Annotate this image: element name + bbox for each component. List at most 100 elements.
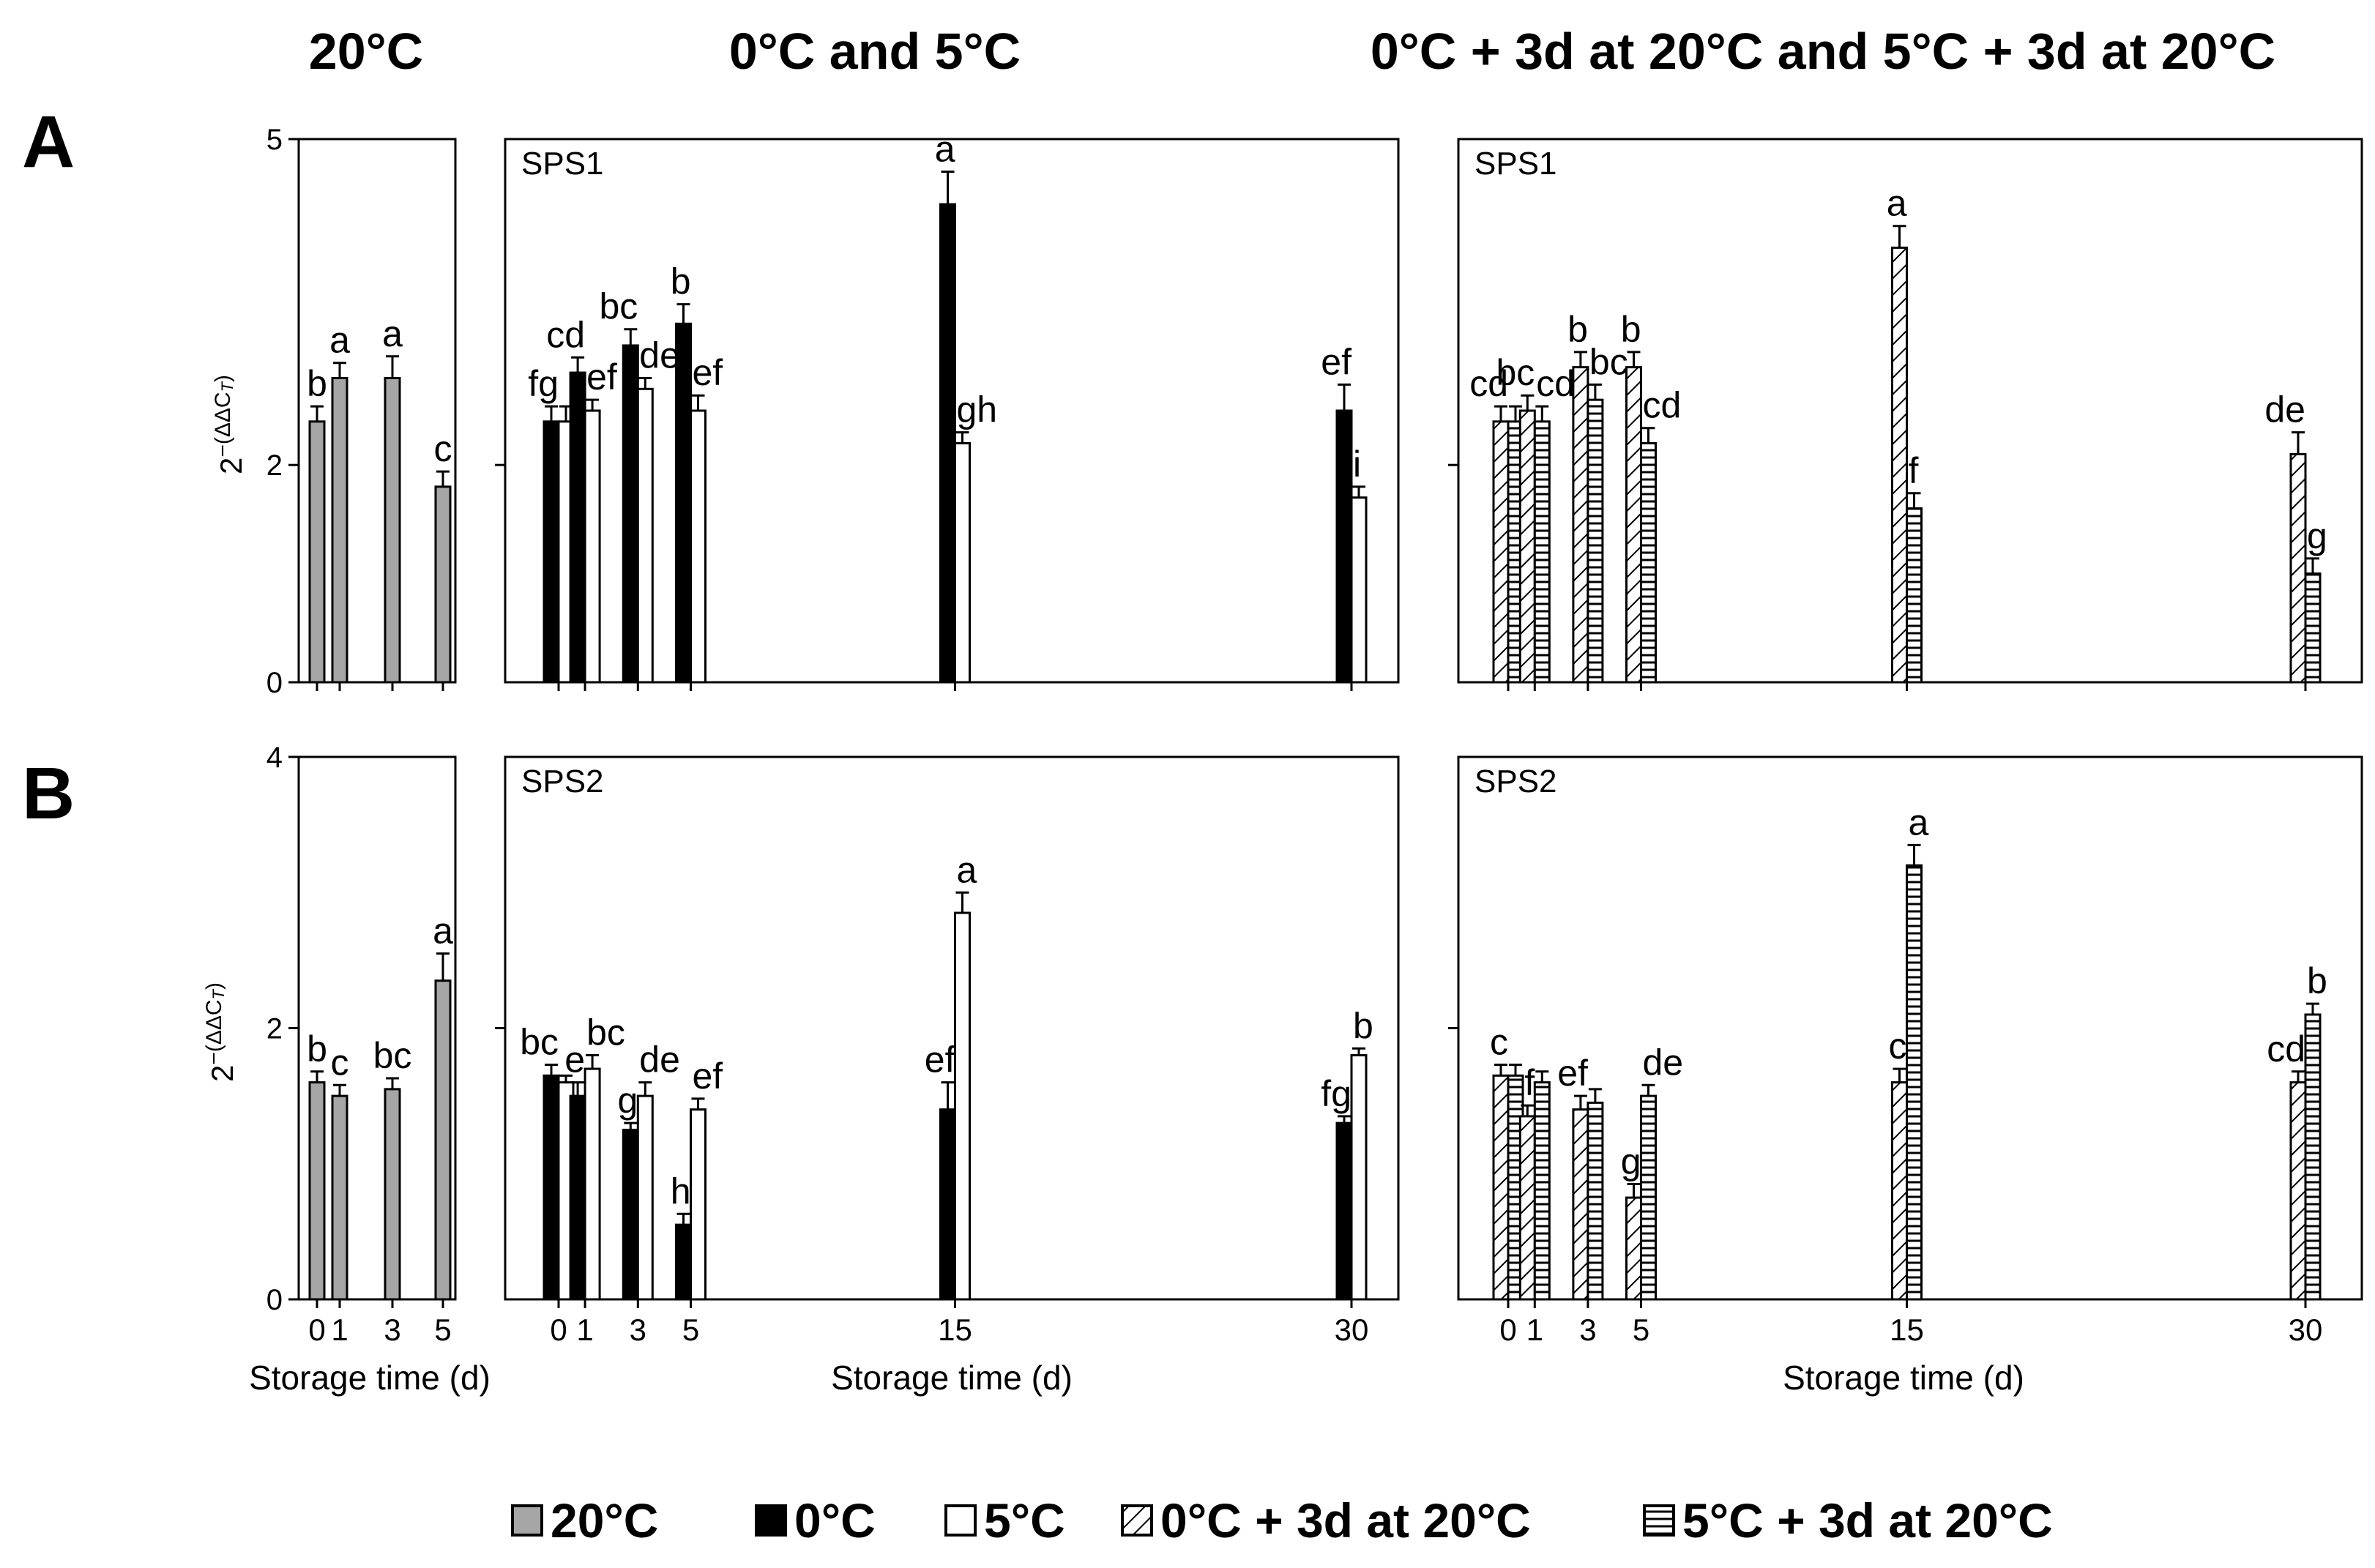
bar-0c-day-3 [622,344,639,684]
bar-0c-day-1 [569,371,586,684]
column-header-20c: 20°C [309,23,423,80]
x-tick-label: 1 [1526,1313,1543,1347]
bar-0c3d-day-30 [2289,452,2307,684]
bar-5c3d-day-15 [1906,507,1923,684]
bar-0c3d-day-30 [2289,1081,2307,1301]
x-axis-label-col3: Storage time (d) [1783,1359,2024,1397]
panel-b-col3: SPS2 0 c 1 f 3 ef 5 g de 15 c a 30 cdb [1448,755,2363,1347]
significance-letter: bc [373,1035,412,1076]
significance-letter: cd [1536,363,1575,404]
bar-0c3d-day-15 [1891,1081,1908,1301]
bar-0c3d-day-0 [1492,1074,1510,1301]
y-axis-label-b: 2−(ΔΔCT) [202,982,240,1082]
significance-letter: f [1524,1062,1535,1103]
significance-letter: b [1621,309,1641,350]
bar-5c3d-day-15 [1906,864,1923,1301]
significance-letter: b [2307,960,2327,1001]
bar-5c3d-day-1 [1533,420,1551,684]
bar-5c-day-30 [1350,496,1368,684]
significance-letter: a [382,313,403,354]
significance-letter: cd [1469,363,1508,404]
significance-letter: de [2264,389,2305,430]
y-tick-label: 2 [266,449,283,482]
legend-label-20c: 20°C [551,1493,658,1548]
bar-0c3d-day-1 [1518,1115,1536,1301]
bar-0c3d-day-1 [1518,409,1536,684]
x-tick-label: 0 [1499,1313,1516,1347]
gene-label: SPS2 [521,764,604,799]
significance-letter: a [935,129,955,170]
x-tick-label: 1 [576,1313,593,1347]
bar-20c-day-5 [434,979,452,1301]
x-tick-label: 30 [1335,1313,1369,1347]
significance-letter: ef [693,1056,723,1097]
significance-letter: a [1909,802,1929,843]
y-tick-label: 5 [266,124,283,156]
x-tick-label: 3 [630,1313,646,1347]
plot-frame [297,138,457,684]
panel-b-col1: 0 2 4 0 b 1 c 3 bc 5 a [266,742,457,1347]
significance-letter: a [1887,183,1907,224]
significance-letter: ef [925,1039,955,1080]
row-label-b: B [22,753,75,835]
x-axis-label-col2: Storage time (d) [831,1359,1073,1397]
column-header-recovery: 0°C + 3d at 20°C and 5°C + 3d at 20°C [1371,23,2275,80]
bar-5c3d-day-3 [1587,398,1604,684]
x-tick-label: 15 [938,1313,972,1347]
bar-0c3d-day-5 [1625,1196,1642,1301]
significance-letter: a [433,911,453,952]
legend-label-5c: 5°C [984,1493,1065,1548]
bar-20c-day-5 [434,485,452,684]
bar-0c3d-day-0 [1492,420,1510,684]
significance-letter: f [1909,450,1919,491]
bar-20c-day-1 [331,1094,348,1301]
legend-swatch-0c-3d [1121,1504,1153,1537]
bar-0c3d-day-15 [1891,246,1908,684]
significance-letter: fg [1321,1073,1351,1114]
x-tick-label: 15 [1890,1313,1924,1347]
bar-5c-day-3 [636,387,654,684]
bar-0c-day-5 [675,1223,692,1301]
bar-5c3d-day-3 [1587,1101,1604,1301]
bar-20c-day-0 [308,420,326,684]
bar-5c3d-day-1 [1533,1081,1551,1301]
significance-letter: g [617,1080,638,1121]
significance-letter: bc [1589,341,1628,382]
legend-label-0c-3d: 0°C + 3d at 20°C [1160,1493,1531,1548]
x-tick-label: 5 [1633,1313,1649,1347]
bar-0c-day-3 [622,1128,639,1301]
bar-5c3d-day-30 [2304,1013,2322,1301]
bar-20c-day-3 [384,1088,401,1301]
significance-letter: fg [528,363,559,404]
legend-swatch-5c-3d [1643,1504,1675,1537]
legend-swatch-5c [944,1504,977,1537]
significance-letter: c [1490,1022,1508,1063]
significance-letter: c [331,1042,349,1083]
panel-b-col2: SPS2 0 bc 1 ebc 3 gde 5 h ef 15 ef a 30 fgb [495,755,1400,1347]
x-tick-label: 0 [308,1313,325,1347]
gene-label: SPS2 [1474,764,1557,799]
bar-0c-day-1 [569,1094,586,1301]
row-label-a: A [22,101,75,183]
significance-letter: c [434,428,452,469]
legend: 20°C 0°C 5°C 0°C + 3d at 20°C 5°C + 3d a… [511,1493,2053,1548]
y-tick-label: 0 [266,667,283,699]
bar-0c-day-30 [1335,409,1353,684]
significance-letter: h [671,1171,691,1212]
significance-letter: a [957,849,977,890]
significance-letter: de [639,1039,680,1080]
significance-letter: ef [1321,341,1351,382]
significance-letter: b [1567,309,1588,350]
legend-label-0c: 0°C [794,1493,876,1548]
significance-letter: e [564,1039,585,1080]
y-axis-label-a: 2−(ΔΔCT) [211,375,249,474]
x-tick-label: 1 [331,1313,348,1347]
bar-0c-day-0 [543,420,560,684]
significance-letter: c [1889,1026,1907,1067]
significance-letter: bc [599,286,638,327]
bar-0c3d-day-3 [1572,366,1589,684]
y-tick-label: 4 [266,742,283,774]
bar-0c3d-day-5 [1625,366,1642,684]
